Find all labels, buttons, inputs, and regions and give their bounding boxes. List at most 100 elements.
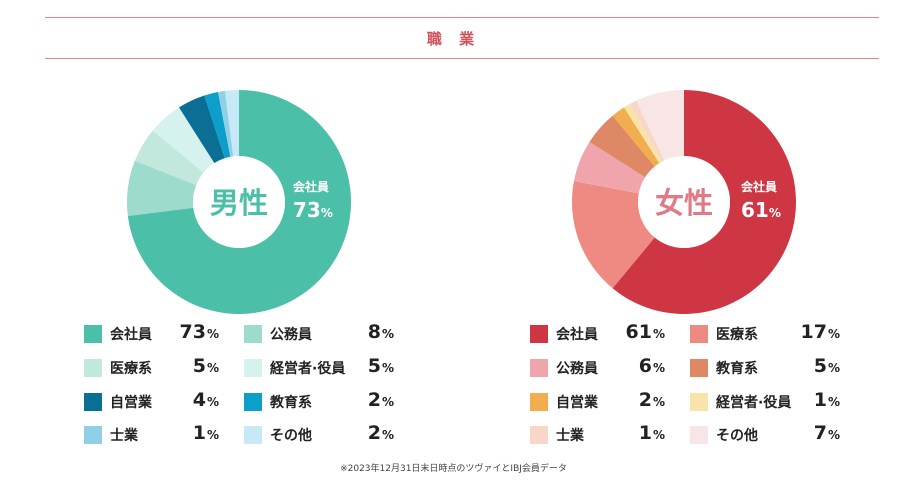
legend-swatch	[690, 426, 708, 444]
legend-value-number: 2	[367, 422, 381, 444]
legend-value-unit: %	[206, 395, 219, 409]
legend-swatch	[84, 325, 102, 343]
legend-swatch	[530, 325, 548, 343]
legend-value-unit: %	[827, 361, 840, 375]
pie-center-hole	[638, 156, 730, 248]
male-highlight-label: 会社員	[293, 180, 330, 194]
legend-value: 6%	[605, 355, 665, 377]
pie-slice-1	[126, 160, 197, 217]
legend-item: 医療系	[84, 356, 152, 380]
legend-value: 5%	[159, 355, 219, 377]
pie-slice-7	[636, 90, 684, 161]
legend-value-number: 1	[192, 422, 206, 444]
legend-value: 2%	[334, 422, 394, 444]
legend-item: 士業	[84, 423, 138, 447]
legend-value: 5%	[780, 355, 840, 377]
legend-value: 1%	[780, 389, 840, 411]
female-highlight-label: 会社員	[741, 180, 778, 194]
pie-slice-3	[152, 107, 215, 173]
legend-item: 経営者·役員	[244, 356, 345, 380]
legend-label: 自営業	[556, 395, 598, 411]
legend-value-unit: %	[381, 428, 394, 442]
legend-value-number: 5	[367, 355, 381, 377]
legend-swatch	[244, 325, 262, 343]
male-center-label: 男性	[209, 186, 268, 220]
pie-slice-5	[204, 91, 231, 159]
legend-value-number: 5	[192, 355, 206, 377]
legend-swatch	[690, 325, 708, 343]
legend-swatch	[690, 359, 708, 377]
legend-swatch	[84, 359, 102, 377]
pie-slice-5	[623, 103, 662, 164]
legend-value: 4%	[159, 389, 219, 411]
title-bottom-rule	[45, 58, 879, 59]
legend-label: その他	[270, 428, 312, 444]
pie-slice-4	[612, 107, 660, 167]
legend-item: その他	[690, 423, 758, 447]
legend-label: 経営者·役員	[716, 395, 792, 411]
legend-value-number: 1	[638, 422, 652, 444]
male-highlight-unit: %	[320, 206, 333, 220]
legend-value-unit: %	[381, 361, 394, 375]
male-pie-chart	[126, 90, 352, 314]
legend-value-number: 1	[813, 389, 827, 411]
legend-value-unit: %	[827, 327, 840, 341]
female-highlight-value: 61%	[741, 198, 781, 222]
pie-slice-6	[218, 90, 234, 157]
pie-slice-2	[573, 141, 646, 194]
pie-slice-2	[134, 130, 204, 186]
legend-item: 公務員	[530, 356, 598, 380]
legend-item: 経営者·役員	[690, 390, 791, 414]
legend-label: 自営業	[110, 395, 152, 411]
legend-label: 会社員	[110, 327, 152, 343]
legend-swatch	[530, 426, 548, 444]
legend-label: 会社員	[556, 327, 598, 343]
legend-label: その他	[716, 428, 758, 444]
legend-label: 士業	[110, 428, 138, 444]
legend-item: 士業	[530, 423, 584, 447]
pie-slice-7	[224, 90, 239, 157]
legend-label: 経営者·役員	[270, 361, 346, 377]
legend-value: 73%	[159, 321, 219, 343]
legend-value-number: 61	[625, 321, 652, 343]
legend-item: 医療系	[690, 322, 758, 346]
pie-slice-0	[612, 90, 796, 314]
legend-item: 教育系	[690, 356, 758, 380]
legend-item: 自営業	[84, 390, 152, 414]
legend-swatch	[244, 393, 262, 411]
legend-value-unit: %	[206, 361, 219, 375]
legend-value-number: 8	[367, 321, 381, 343]
title-top-rule	[45, 17, 879, 18]
legend-value-unit: %	[206, 327, 219, 341]
legend-item: 会社員	[84, 322, 152, 346]
legend-label: 公務員	[556, 361, 598, 377]
legend-swatch	[244, 426, 262, 444]
legend-value-unit: %	[381, 395, 394, 409]
legend-value-number: 7	[813, 422, 827, 444]
legend-value: 17%	[780, 321, 840, 343]
pie-slice-1	[572, 181, 655, 289]
legend-label: 教育系	[716, 361, 758, 377]
female-pie-chart	[572, 90, 796, 314]
legend-value-unit: %	[381, 327, 394, 341]
legend-value-number: 6	[638, 355, 652, 377]
legend-label: 医療系	[110, 361, 152, 377]
legend-swatch	[530, 393, 548, 411]
legend-label: 教育系	[270, 395, 312, 411]
male-highlight-value: 73%	[293, 198, 333, 222]
legend-item: 教育系	[244, 390, 312, 414]
pie-center-hole	[193, 156, 285, 248]
legend-label: 医療系	[716, 327, 758, 343]
legend-swatch	[84, 426, 102, 444]
legend-value: 2%	[605, 389, 665, 411]
female-center-label: 女性	[654, 186, 713, 220]
legend-value-unit: %	[206, 428, 219, 442]
legend-value: 61%	[605, 321, 665, 343]
female-highlight-number: 61	[741, 198, 769, 222]
legend-value: 7%	[780, 422, 840, 444]
legend-value: 8%	[334, 321, 394, 343]
legend-item: 会社員	[530, 322, 598, 346]
legend-label: 士業	[556, 428, 584, 444]
legend-value-unit: %	[827, 428, 840, 442]
legend-value-unit: %	[652, 395, 665, 409]
